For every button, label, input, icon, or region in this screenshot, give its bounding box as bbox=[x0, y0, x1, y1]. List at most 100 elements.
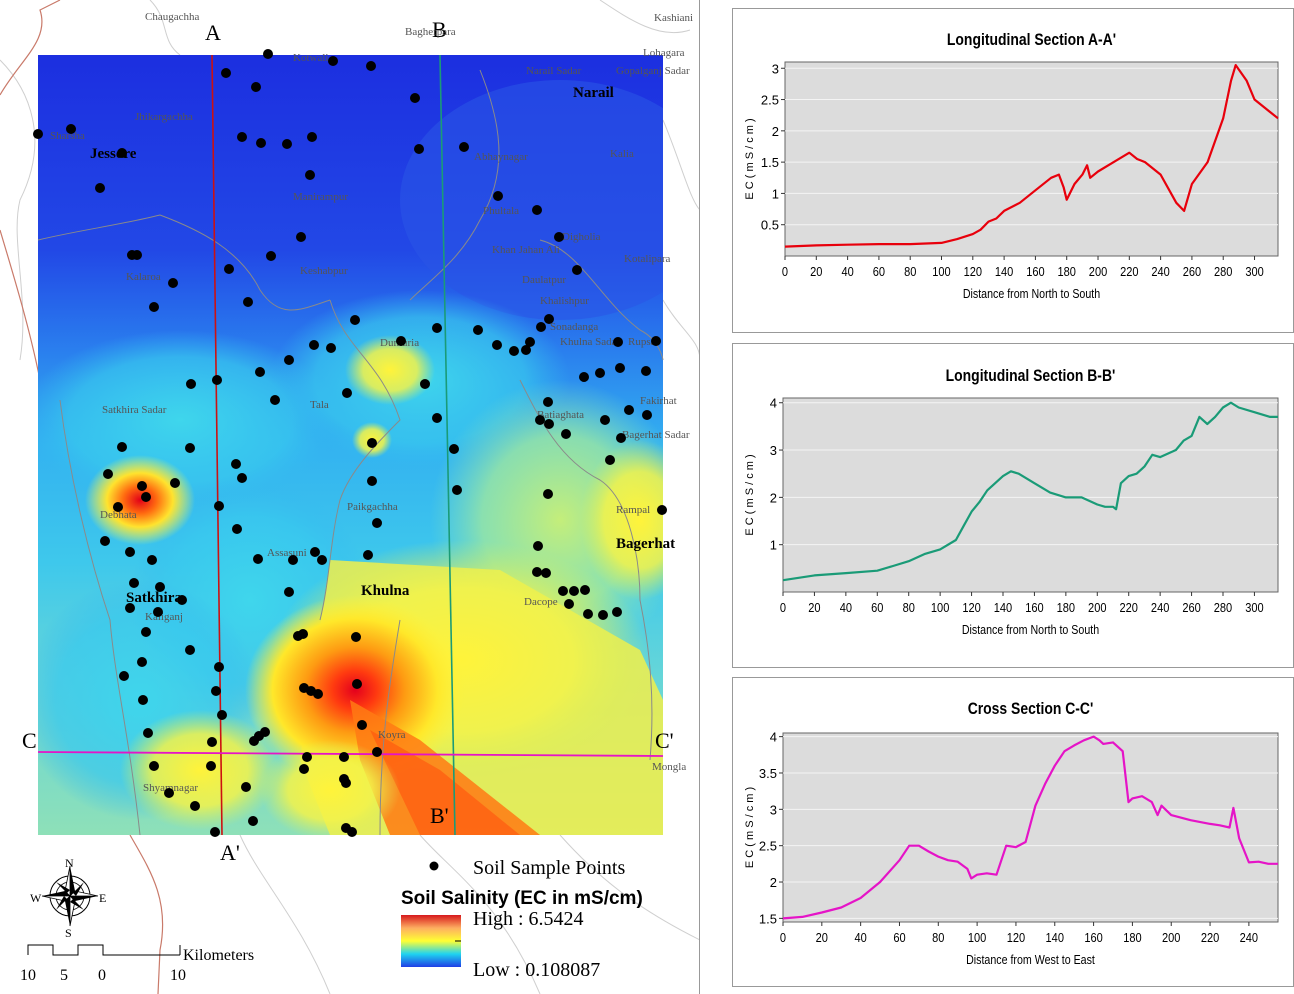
place-label-fakirhat: Fakirhat bbox=[640, 395, 677, 407]
sample-point bbox=[185, 443, 195, 453]
y-tick-label: 2 bbox=[770, 875, 777, 890]
sample-point bbox=[554, 232, 564, 242]
x-tick-label: 180 bbox=[1123, 930, 1142, 945]
x-tick-label: 40 bbox=[841, 264, 854, 279]
sample-point bbox=[452, 485, 462, 495]
place-label-bagherpara: Bagherpara bbox=[405, 26, 456, 38]
sample-point bbox=[396, 336, 406, 346]
place-label-sharsha: Sharsha bbox=[50, 130, 85, 142]
x-tick-label: 60 bbox=[893, 930, 906, 945]
y-tick-label: 1.5 bbox=[759, 911, 777, 926]
compass-s: S bbox=[65, 926, 72, 940]
x-tick-label: 0 bbox=[780, 600, 786, 615]
sample-point bbox=[95, 183, 105, 193]
salinity-map: A A' B B' C C' Chaugachha Bagherpara Kashi… bbox=[0, 0, 700, 994]
soil-sample-points bbox=[33, 49, 667, 837]
sample-point bbox=[366, 61, 376, 71]
legend-low-label: Low : 0.108087 bbox=[473, 959, 600, 981]
sample-point bbox=[170, 478, 180, 488]
place-label-debhata: Debhata bbox=[100, 509, 137, 521]
x-axis-label: Distance from West to East bbox=[966, 952, 1095, 967]
section-letter-a-top: A bbox=[205, 20, 221, 45]
sample-point bbox=[352, 679, 362, 689]
sample-point bbox=[598, 610, 608, 620]
sample-point bbox=[103, 469, 113, 479]
sample-point bbox=[541, 568, 551, 578]
x-tick-label: 20 bbox=[816, 930, 829, 945]
x-axis-label: Distance from North to South bbox=[962, 622, 1099, 637]
place-label-koyra: Koyra bbox=[378, 729, 406, 741]
x-tick-label: 0 bbox=[782, 264, 788, 279]
chart-title: Longitudinal Section B-B' bbox=[946, 367, 1116, 386]
sample-point bbox=[624, 405, 634, 415]
sample-point bbox=[153, 607, 163, 617]
sample-point bbox=[248, 816, 258, 826]
chart-title: Longitudinal Section A-A' bbox=[947, 31, 1116, 50]
sample-point bbox=[137, 657, 147, 667]
x-tick-label: 240 bbox=[1151, 264, 1170, 279]
x-tick-label: 200 bbox=[1162, 930, 1181, 945]
sample-point bbox=[347, 827, 357, 837]
data-series-line bbox=[782, 735, 1278, 920]
y-tick-label: 1 bbox=[772, 186, 779, 201]
place-label-satkhira: Satkhira bbox=[126, 590, 182, 606]
sample-point bbox=[612, 607, 622, 617]
sample-point bbox=[263, 49, 273, 59]
x-tick-label: 200 bbox=[1088, 600, 1107, 615]
sample-point bbox=[141, 492, 151, 502]
sample-point bbox=[532, 567, 542, 577]
place-label-kalaroa: Kalaroa bbox=[126, 271, 161, 283]
section-letter-c-right: C' bbox=[655, 728, 674, 753]
sample-point bbox=[243, 297, 253, 307]
section-line-a bbox=[211, 54, 223, 836]
sample-point bbox=[119, 671, 129, 681]
place-label-manirampur: Manirampur bbox=[293, 191, 348, 203]
sample-point bbox=[420, 379, 430, 389]
x-tick-label: 160 bbox=[1084, 930, 1103, 945]
sample-point bbox=[564, 599, 574, 609]
x-tick-label: 220 bbox=[1201, 930, 1220, 945]
sample-point bbox=[33, 129, 43, 139]
x-tick-label: 100 bbox=[968, 930, 987, 945]
sample-point bbox=[214, 662, 224, 672]
sample-point bbox=[138, 695, 148, 705]
x-tick-label: 80 bbox=[903, 600, 916, 615]
place-label-rupsa: Rupsa bbox=[628, 336, 656, 348]
x-tick-label: 60 bbox=[873, 264, 886, 279]
x-tick-label: 300 bbox=[1245, 600, 1264, 615]
place-label-keshabpur: Keshabpur bbox=[300, 265, 348, 277]
sample-point bbox=[206, 761, 216, 771]
sample-point bbox=[509, 346, 519, 356]
place-label-dacope: Dacope bbox=[524, 596, 558, 608]
sample-point bbox=[207, 737, 217, 747]
sample-point bbox=[341, 778, 351, 788]
sample-point bbox=[569, 586, 579, 596]
x-tick-label: 60 bbox=[871, 600, 884, 615]
sample-point bbox=[302, 752, 312, 762]
place-label-assasuni: Assasuni bbox=[267, 547, 307, 559]
sample-point bbox=[536, 322, 546, 332]
sample-point bbox=[168, 278, 178, 288]
section-letter-b-top: B bbox=[432, 17, 447, 42]
chart-longitudinal-a-svg: Longitudinal Section A-A' 0.5 1 1.5 2 2.5 3 0 20… bbox=[744, 31, 1279, 301]
sample-point bbox=[282, 139, 292, 149]
sample-point bbox=[164, 788, 174, 798]
sample-point bbox=[117, 442, 127, 452]
sample-point bbox=[363, 550, 373, 560]
y-tick-label: 4 bbox=[770, 396, 777, 411]
sample-point bbox=[613, 337, 623, 347]
sample-point bbox=[253, 554, 263, 564]
sample-point bbox=[616, 433, 626, 443]
sample-point bbox=[185, 645, 195, 655]
sample-point bbox=[351, 632, 361, 642]
y-tick-label: 3 bbox=[770, 802, 777, 817]
sample-point bbox=[367, 476, 377, 486]
place-label-bagerhat-sadar: Bagerhat Sadar bbox=[622, 429, 690, 441]
legend-salinity-title: Soil Salinity (EC in mS/cm) bbox=[401, 888, 643, 909]
sample-point bbox=[657, 505, 667, 515]
place-label-kashiani: Kashiani bbox=[654, 12, 693, 24]
sample-point bbox=[544, 314, 554, 324]
sample-point bbox=[66, 124, 76, 134]
plot-area bbox=[784, 61, 1279, 257]
sample-point bbox=[307, 132, 317, 142]
